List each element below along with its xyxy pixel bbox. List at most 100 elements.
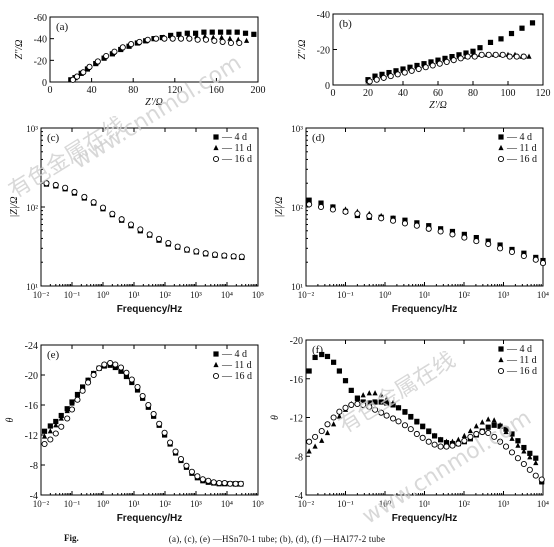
- panel-label: (d): [312, 132, 325, 144]
- x-tick-label: 10⁻¹: [337, 290, 354, 300]
- data-point: [473, 238, 480, 245]
- data-point: [437, 443, 444, 450]
- data-point: [366, 212, 373, 220]
- data-point: [219, 38, 226, 45]
- legend-marker: [213, 144, 219, 151]
- data-point: [485, 424, 491, 430]
- x-axis-label: Z'/Ω: [145, 97, 163, 108]
- y-tick-label: 10²: [291, 203, 303, 213]
- x-tick-label: 10⁰: [379, 499, 392, 509]
- data-point: [216, 479, 223, 487]
- x-tick-label: 160: [209, 85, 224, 96]
- data-point: [455, 440, 462, 447]
- y-tick-label: -20: [317, 46, 330, 57]
- x-tick-label: 0: [48, 85, 53, 96]
- data-point: [202, 36, 210, 43]
- data-point: [431, 432, 438, 439]
- data-point: [127, 221, 135, 228]
- data-point: [457, 55, 464, 62]
- data-point: [509, 435, 515, 441]
- x-tick-label: 10³: [190, 499, 202, 509]
- data-point: [378, 215, 385, 222]
- data-point: [329, 206, 336, 213]
- data-point: [193, 248, 200, 255]
- x-tick-label: 10⁻¹: [64, 290, 81, 300]
- x-tick-label: 10⁻²: [33, 290, 50, 300]
- y-tick-label: -60: [34, 13, 47, 24]
- data-point: [450, 57, 457, 64]
- data-point: [384, 395, 390, 402]
- y-tick-label: -12: [290, 414, 303, 425]
- data-point: [425, 438, 432, 445]
- data-point: [473, 423, 479, 429]
- y-axis-label: Z''/Ω: [297, 40, 308, 60]
- x-tick-label: 200: [251, 85, 266, 96]
- data-point: [47, 428, 53, 434]
- y-tick-label: -20: [25, 371, 38, 382]
- data-point: [336, 408, 343, 415]
- x-tick-label: 40: [398, 88, 408, 99]
- series-circle: [366, 51, 527, 85]
- legend-label: — 4 d: [506, 132, 532, 143]
- y-tick-label: 0: [42, 78, 47, 89]
- data-point: [378, 409, 385, 416]
- data-point: [390, 399, 396, 406]
- data-point: [117, 364, 125, 371]
- data-point: [47, 423, 53, 429]
- data-point: [237, 480, 244, 487]
- data-point: [499, 51, 506, 58]
- data-point: [317, 203, 325, 211]
- data-point: [172, 448, 179, 455]
- data-point: [527, 450, 533, 456]
- data-point: [43, 180, 50, 187]
- x-tick-label: 10¹: [419, 499, 431, 509]
- data-point: [414, 419, 420, 425]
- data-point: [221, 479, 228, 487]
- data-point: [184, 30, 190, 36]
- data-point: [497, 245, 504, 252]
- data-point: [521, 444, 527, 451]
- data-point: [312, 443, 318, 449]
- data-point: [425, 225, 432, 232]
- data-point: [390, 415, 397, 422]
- data-point: [520, 252, 527, 260]
- data-point: [443, 58, 450, 65]
- data-point: [330, 414, 337, 421]
- x-tick-label: 20: [363, 88, 373, 99]
- data-point: [373, 76, 380, 83]
- data-point: [153, 35, 160, 42]
- x-tick-label: 10⁰: [97, 499, 110, 509]
- data-point: [438, 436, 444, 442]
- data-point: [354, 400, 361, 407]
- data-point: [183, 246, 191, 253]
- data-point: [390, 217, 397, 224]
- data-point: [401, 220, 409, 227]
- data-point: [62, 184, 69, 191]
- data-point: [449, 438, 456, 444]
- chart-panel-c: (c) 10⁻² 10⁻¹ 10⁰ 10¹ 10² 10³ 10⁴ 10⁵ 10¹ 10² 10³ Fr…: [9, 124, 264, 315]
- y-axis-label: θ: [270, 415, 281, 420]
- data-point: [306, 448, 312, 454]
- data-point: [69, 76, 76, 83]
- data-point: [221, 252, 228, 259]
- data-point: [232, 480, 239, 487]
- data-point: [90, 371, 97, 379]
- data-point: [209, 29, 215, 35]
- data-point: [519, 25, 525, 31]
- data-point: [473, 430, 480, 438]
- x-axis-label: Frequency/Hz: [117, 513, 183, 524]
- x-tick-label: 10⁻¹: [64, 499, 81, 509]
- data-point: [41, 428, 48, 434]
- legend-label: — 11 d: [221, 360, 252, 371]
- data-point: [498, 36, 504, 42]
- data-point: [443, 438, 450, 444]
- series-circle: [41, 359, 244, 487]
- data-point: [508, 449, 516, 456]
- x-tick-label: 10³: [498, 499, 510, 509]
- data-point: [41, 433, 48, 439]
- data-point: [169, 35, 176, 42]
- data-point: [533, 455, 539, 461]
- y-tick-label: -40: [34, 35, 47, 46]
- chart-panel-a: (a) 0 40 80 120 160 200 -60 -40 -20 0 Z'/Ω Z''/Ω: [14, 13, 266, 108]
- data-point: [413, 430, 420, 438]
